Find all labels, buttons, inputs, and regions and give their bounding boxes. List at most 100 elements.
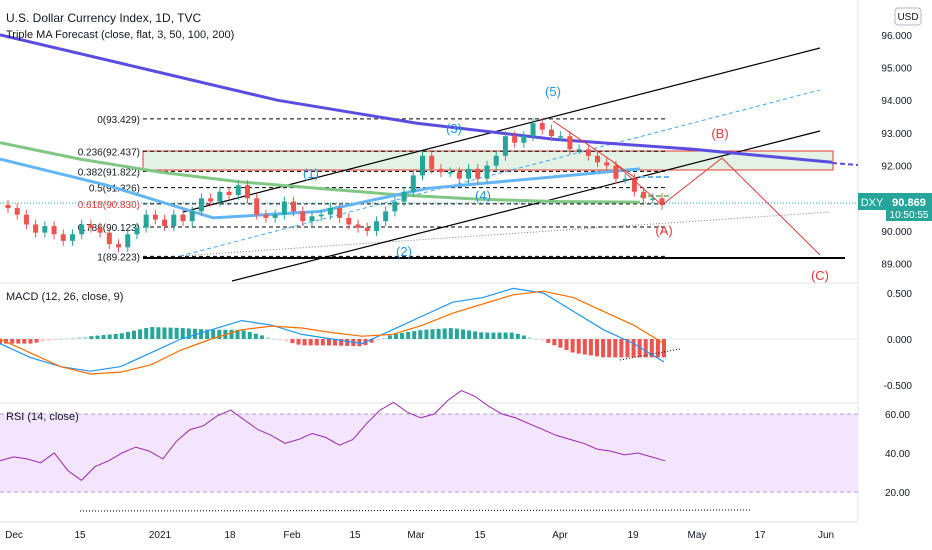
macd-bar bbox=[619, 339, 624, 358]
macd-bar bbox=[607, 339, 612, 358]
candle-body bbox=[521, 136, 527, 143]
macd-bar bbox=[22, 339, 27, 344]
candle-body bbox=[355, 224, 361, 228]
candle-body bbox=[429, 155, 435, 169]
candle-body bbox=[125, 234, 131, 248]
candle-body bbox=[346, 217, 352, 225]
price-tick: 89.000 bbox=[881, 260, 912, 271]
candle-body bbox=[410, 175, 416, 192]
candle-body bbox=[189, 211, 195, 222]
time-tick: 17 bbox=[754, 530, 766, 541]
macd-bar bbox=[138, 329, 143, 339]
candle-body bbox=[162, 219, 168, 227]
time-axis: Dec 15 2021 18 Feb 15 Mar 15 Apr 19 May 17 Jun bbox=[5, 530, 834, 541]
time-tick: 15 bbox=[349, 530, 361, 541]
candle-body bbox=[134, 227, 140, 235]
macd-bar bbox=[217, 329, 222, 339]
candle-body bbox=[171, 214, 177, 227]
macd-bar bbox=[558, 339, 563, 348]
candle-body bbox=[116, 244, 122, 248]
time-tick: Feb bbox=[283, 530, 301, 541]
macd-bar bbox=[491, 332, 496, 339]
macd-bar bbox=[52, 339, 57, 340]
macd-tick: -0.500 bbox=[884, 381, 913, 392]
macd-bar bbox=[631, 339, 636, 358]
macd-bar bbox=[266, 337, 271, 339]
candle-body bbox=[318, 214, 324, 217]
macd-bar bbox=[150, 327, 155, 339]
macd-bar bbox=[290, 339, 295, 344]
macd-bar bbox=[534, 338, 539, 340]
candle-body bbox=[281, 201, 287, 215]
candle-body bbox=[198, 198, 204, 212]
macd-bar bbox=[40, 339, 45, 342]
macd-bar bbox=[625, 339, 630, 358]
macd-bar bbox=[199, 329, 204, 339]
lower-dotted-trend bbox=[179, 211, 831, 257]
candle-body bbox=[69, 234, 75, 241]
macd-bar bbox=[540, 339, 545, 341]
candle-body bbox=[217, 191, 223, 202]
macd-divergence-line bbox=[619, 348, 681, 361]
macd-bar bbox=[34, 339, 39, 343]
candle-body bbox=[567, 136, 573, 150]
currency-button[interactable] bbox=[894, 7, 922, 26]
macd-bar bbox=[400, 332, 405, 339]
macd-bar bbox=[0, 339, 2, 344]
macd-bar bbox=[71, 337, 76, 339]
signal-line bbox=[0, 290, 665, 375]
candle-body bbox=[42, 226, 48, 233]
chart-title: U.S. Dollar Currency Index, 1D, TVC bbox=[6, 11, 202, 25]
macd-bar bbox=[229, 329, 234, 339]
ma200-forecast bbox=[831, 162, 859, 166]
candle-body bbox=[659, 198, 665, 205]
price-tick: 92.000 bbox=[881, 162, 912, 173]
candle-body bbox=[613, 165, 619, 179]
macd-bar bbox=[314, 339, 319, 346]
macd-histogram bbox=[0, 327, 666, 358]
candle-body bbox=[23, 214, 29, 225]
macd-bar bbox=[527, 337, 532, 339]
candle-body bbox=[51, 226, 57, 235]
time-tick: Apr bbox=[552, 530, 568, 541]
rsi-tick: 60.00 bbox=[885, 410, 910, 421]
candle-body bbox=[466, 168, 472, 179]
macd-bar bbox=[601, 339, 606, 358]
candle-body bbox=[143, 214, 149, 228]
macd-bar bbox=[594, 339, 599, 357]
macd-bar bbox=[119, 333, 124, 339]
candle-body bbox=[558, 136, 564, 138]
macd-bar bbox=[278, 339, 283, 341]
macd-bar bbox=[588, 339, 593, 356]
macd-bar bbox=[509, 332, 514, 339]
macd-bar bbox=[582, 339, 587, 355]
abc-projection-segment bbox=[611, 160, 639, 181]
macd-bar bbox=[144, 328, 149, 339]
time-tick: Jun bbox=[818, 530, 834, 541]
wave-label: (3) bbox=[446, 121, 462, 136]
rsi-tick: 40.00 bbox=[885, 449, 910, 460]
macd-bar bbox=[320, 339, 325, 346]
candle-body bbox=[327, 208, 333, 215]
candle-body bbox=[88, 224, 94, 228]
time-tick: 15 bbox=[74, 530, 86, 541]
macd-bar bbox=[473, 331, 478, 339]
macd-bar bbox=[89, 336, 94, 339]
macd-bar bbox=[552, 339, 557, 346]
macd-bar bbox=[564, 339, 569, 351]
fib-levels: 0(93.429) 0.236(92.437) 0.382(91.822) 0.5(9… bbox=[78, 115, 668, 263]
candle-body bbox=[291, 201, 297, 212]
ma50-line bbox=[0, 157, 641, 220]
last-price-tag bbox=[886, 193, 932, 221]
macd-bar bbox=[503, 332, 508, 339]
macd-bar bbox=[467, 330, 472, 339]
time-tick: May bbox=[688, 530, 707, 541]
candle-body bbox=[60, 234, 66, 241]
fib-label: 0(93.429) bbox=[97, 115, 140, 126]
candle-body bbox=[539, 123, 545, 130]
ma100-line bbox=[0, 141, 641, 204]
macd-bar bbox=[326, 339, 331, 346]
candle-body bbox=[300, 211, 306, 222]
macd-bar bbox=[448, 328, 453, 339]
macd-bar bbox=[412, 331, 417, 339]
